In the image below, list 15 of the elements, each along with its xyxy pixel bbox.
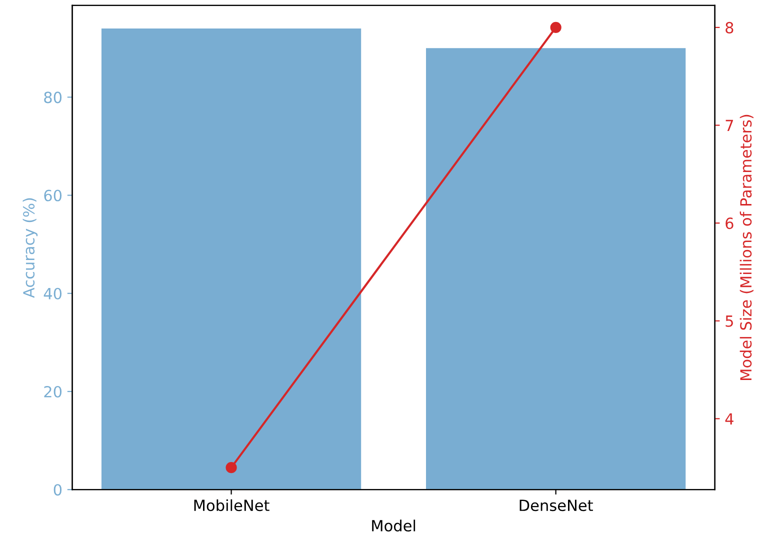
- y2-tick-label: 5: [726, 316, 733, 327]
- y-tick-label: 20: [44, 386, 62, 398]
- y2-tick-label: 8: [726, 22, 734, 34]
- y2-tick-label: 7: [726, 120, 733, 132]
- y-tick-label: 60: [44, 190, 62, 202]
- x-tick-label: DenseNet: [520, 500, 593, 512]
- y-tick-label: 0: [54, 484, 62, 496]
- y-axis-title: Accuracy (%): [22, 198, 38, 298]
- x-axis-title: Model: [372, 520, 416, 532]
- y2-tick-label: 6: [726, 218, 734, 230]
- x-tick-label: MobileNet: [194, 499, 270, 512]
- y2-axis-title: Model Size (Millions of Parameters): [740, 114, 754, 380]
- y2-tick-label: 4: [725, 413, 734, 424]
- y-tick-label: 40: [44, 288, 62, 300]
- y-tick-label: 80: [44, 92, 62, 104]
